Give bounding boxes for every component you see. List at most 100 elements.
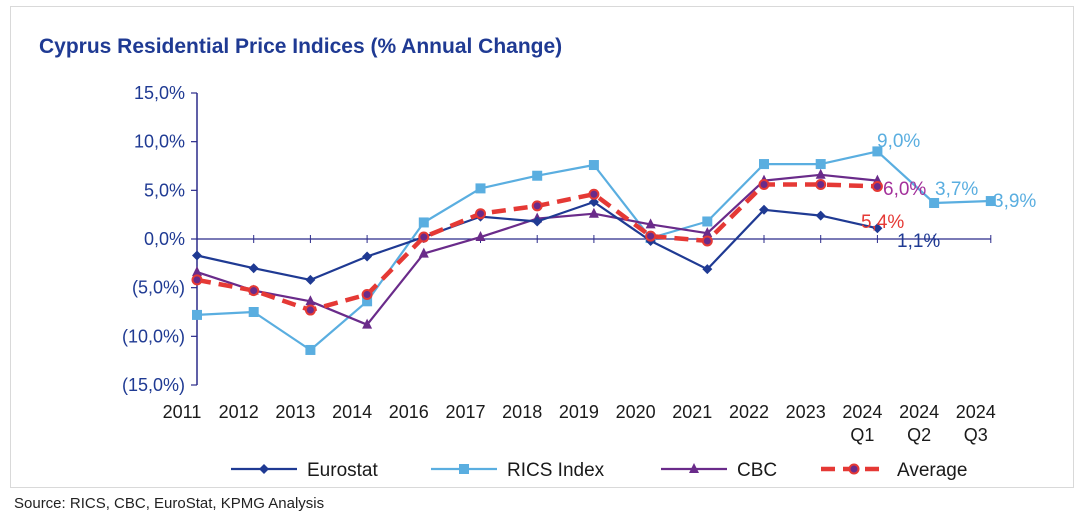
data-point-cbc: [815, 168, 826, 179]
data-point-eurostat: [588, 197, 599, 208]
data-point-rics-index: [418, 217, 429, 228]
data-point-average: [191, 274, 203, 286]
x-tick-label: 2014: [332, 402, 372, 422]
data-point-rics-index: [702, 216, 713, 227]
chart-frame: Cyprus Residential Price Indices (% Annu…: [10, 6, 1074, 488]
x-tick-sublabel: Q2: [907, 425, 931, 445]
axes: 15,0% 10,0% 5,0% 0,0% (5,0%) (10,0%) (15,0%) 20…: [122, 83, 996, 445]
x-tick-label: 2024: [842, 402, 882, 422]
data-point-average: [758, 178, 770, 190]
x-tick-label: 2013: [275, 402, 315, 422]
x-tick-label: 2012: [219, 402, 259, 422]
data-point-rics-index: [305, 344, 316, 355]
data-point-cbc: [362, 318, 373, 329]
x-tick-label: 2019: [559, 402, 599, 422]
y-tick-label: (15,0%): [122, 375, 185, 395]
data-point-eurostat: [362, 251, 373, 262]
data-point-cbc: [192, 266, 202, 277]
data-point-rics-index: [985, 196, 996, 207]
legend-item-average: Average: [821, 460, 967, 481]
data-point-eurostat: [192, 250, 202, 261]
y-tick-label: (5,0%): [132, 278, 185, 298]
data-point-average: [248, 285, 260, 297]
legend-label: Average: [897, 460, 967, 481]
chart-title: Cyprus Residential Price Indices (% Annu…: [39, 35, 562, 58]
y-tick-label: 0,0%: [144, 229, 185, 249]
x-tick-label: 2017: [445, 402, 485, 422]
x-tick-label: 2011: [163, 402, 202, 422]
legend-item-cbc: CBC: [661, 460, 777, 481]
data-point-rics-index: [588, 160, 599, 171]
series-average: [191, 178, 883, 316]
series-line-rics-index: [196, 150, 991, 352]
data-label: 9,0%: [877, 131, 920, 152]
x-tick-label: 2023: [786, 402, 826, 422]
data-point-average: [645, 230, 657, 242]
data-label: 5,4%: [861, 212, 904, 233]
data-point-average: [531, 200, 543, 212]
y-tick-label: 5,0%: [144, 180, 185, 200]
data-point-cbc: [702, 227, 713, 238]
data-point-rics-index: [475, 183, 486, 194]
x-tick-label: 2020: [616, 402, 656, 422]
data-point-cbc: [645, 218, 656, 229]
line-chart: Cyprus Residential Price Indices (% Annu…: [39, 35, 1036, 481]
data-point-average: [475, 208, 486, 220]
data-point-cbc: [305, 295, 316, 306]
data-point-average: [418, 231, 430, 243]
legend-item-rics-index: RICS Index: [431, 460, 605, 481]
data-point-average: [871, 180, 883, 192]
data-point-average: [815, 178, 827, 190]
y-tick-label: 15,0%: [134, 83, 185, 103]
data-point-eurostat: [759, 204, 769, 215]
series-line-cbc: [196, 173, 878, 326]
x-tick-label: 2022: [729, 402, 769, 422]
annotation-layer: 9,0% 6,0% 3,7% 3,9% 5,4%1,1%: [861, 131, 1036, 252]
legend-swatch-marker: [259, 464, 269, 474]
data-point-rics-index: [248, 307, 259, 317]
data-point-eurostat: [532, 216, 543, 227]
data-point-average: [701, 235, 713, 247]
data-point-rics-index: [362, 296, 373, 307]
data-point-eurostat: [872, 223, 883, 234]
series-layer: [191, 146, 996, 355]
data-point-average: [304, 304, 316, 316]
x-tick-label: 2018: [502, 402, 542, 422]
data-point-eurostat: [702, 264, 713, 275]
legend-swatch-marker: [459, 464, 469, 474]
legend-swatch-marker: [689, 463, 699, 473]
data-point-cbc: [418, 247, 429, 258]
source-note: Source: RICS, CBC, EuroStat, KPMG Analys…: [14, 495, 325, 512]
data-point-rics-index: [192, 309, 202, 320]
data-point-cbc: [475, 231, 486, 242]
data-point-average: [361, 288, 373, 300]
data-label: 3,7%: [935, 179, 978, 200]
data-label: 6,0%: [883, 179, 926, 200]
x-tick-label: 2021: [672, 402, 712, 422]
data-point-average: [588, 188, 600, 200]
data-point-eurostat: [305, 274, 316, 285]
data-label: 1,1%: [897, 231, 940, 252]
data-point-eurostat: [248, 263, 259, 274]
legend-label: RICS Index: [507, 460, 605, 481]
legend: Eurostat RICS Index CBC Average: [231, 460, 967, 481]
x-tick-label: 2024: [956, 402, 996, 422]
x-tick-sublabel: Q3: [964, 425, 988, 445]
x-tick-sublabel: Q1: [850, 425, 874, 445]
data-point-eurostat: [815, 210, 826, 221]
x-tick-label: 2016: [389, 402, 429, 422]
legend-swatch-marker: [848, 463, 860, 475]
data-point-rics-index: [532, 170, 543, 181]
y-tick-label: (10,0%): [122, 326, 185, 346]
legend-item-eurostat: Eurostat: [231, 460, 378, 481]
x-tick-label: 2024: [899, 402, 939, 422]
data-label: 3,9%: [993, 191, 1036, 212]
data-point-rics-index: [815, 159, 826, 170]
legend-label: Eurostat: [307, 460, 378, 481]
data-point-cbc: [588, 207, 599, 218]
series-rics-index: [192, 146, 996, 355]
data-point-rics-index: [759, 159, 769, 170]
legend-label: CBC: [737, 460, 777, 481]
data-point-rics-index: [929, 197, 940, 208]
data-point-rics-index: [872, 146, 883, 157]
